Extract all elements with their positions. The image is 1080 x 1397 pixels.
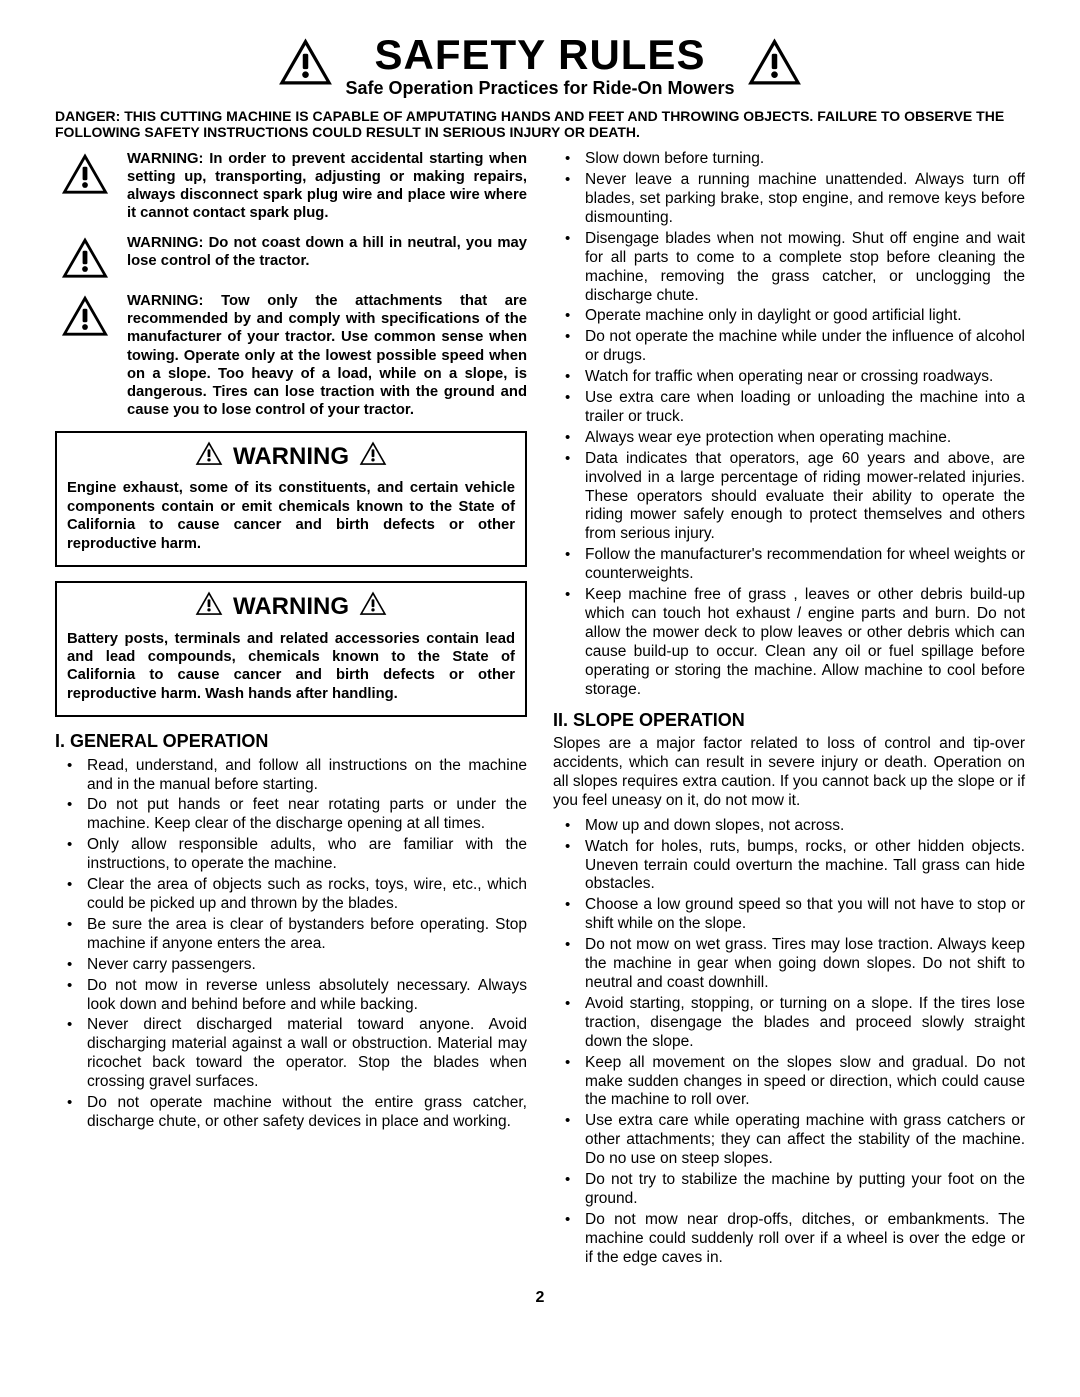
list-item: Watch for holes, ruts, bumps, rocks, or … <box>553 838 1025 895</box>
icon-warning-row: WARNING: Tow only the attachments that a… <box>55 292 527 418</box>
list-item: Be sure the area is clear of bystanders … <box>55 916 527 954</box>
warning-box-body: Engine exhaust, some of its constituents… <box>67 479 515 552</box>
icon-warning-text: WARNING: In order to prevent accidental … <box>127 150 527 222</box>
main-title: SAFETY RULES <box>345 30 734 80</box>
list-item: Operate machine only in daylight or good… <box>553 307 1025 326</box>
list-item: Choose a low ground speed so that you wi… <box>553 896 1025 934</box>
warning-box-header: WARNING <box>67 591 515 624</box>
section-heading-slope: II. SLOPE OPERATION <box>553 710 1025 732</box>
list-item: Use extra care when loading or unloading… <box>553 389 1025 427</box>
icon-warning-text: WARNING: Do not coast down a hill in neu… <box>127 234 527 270</box>
list-item: Mow up and down slopes, not across. <box>553 817 1025 836</box>
two-column-layout: WARNING: In order to prevent accidental … <box>55 150 1025 1269</box>
section-heading-general: I. GENERAL OPERATION <box>55 731 527 753</box>
icon-warning-row: WARNING: Do not coast down a hill in neu… <box>55 234 527 280</box>
warning-box: WARNING Engine exhaust, some of its cons… <box>55 431 527 567</box>
list-item: Keep machine free of grass , leaves or o… <box>553 586 1025 699</box>
list-item: Avoid starting, stopping, or turning on … <box>553 995 1025 1052</box>
list-item: Always wear eye protection when operatin… <box>553 429 1025 448</box>
list-item: Keep all movement on the slopes slow and… <box>553 1054 1025 1111</box>
icon-warning-text: WARNING: Tow only the attachments that a… <box>127 292 527 418</box>
warning-icon <box>359 591 387 624</box>
list-item: Do not operate machine without the entir… <box>55 1094 527 1132</box>
right-column: Slow down before turning. Never leave a r… <box>553 150 1025 1269</box>
list-item: Read, understand, and follow all instruc… <box>55 757 527 795</box>
subtitle: Safe Operation Practices for Ride-On Mow… <box>345 78 734 100</box>
list-item: Disengage blades when not mowing. Shut o… <box>553 230 1025 306</box>
warning-icon <box>55 292 115 338</box>
list-item: Watch for traffic when operating near or… <box>553 368 1025 387</box>
list-item: Do not put hands or feet near rotating p… <box>55 796 527 834</box>
general-operation-list-left: Read, understand, and follow all instruc… <box>55 757 527 1132</box>
warning-box-label: WARNING <box>233 593 349 622</box>
list-item: Follow the manufacturer's recommendation… <box>553 546 1025 584</box>
list-item: Never leave a running machine unattended… <box>553 171 1025 228</box>
list-item: Never direct discharged material toward … <box>55 1016 527 1092</box>
warning-icon <box>278 37 333 93</box>
icon-warning-row: WARNING: In order to prevent accidental … <box>55 150 527 222</box>
list-item: Clear the area of objects such as rocks,… <box>55 876 527 914</box>
slope-operation-list: Mow up and down slopes, not across. Watch… <box>553 817 1025 1268</box>
list-item: Use extra care while operating machine w… <box>553 1112 1025 1169</box>
list-item: Do not try to stabilize the machine by p… <box>553 1171 1025 1209</box>
list-item: Do not mow near drop-offs, ditches, or e… <box>553 1211 1025 1268</box>
warning-icon <box>195 591 223 624</box>
warning-box-body: Battery posts, terminals and related acc… <box>67 630 515 703</box>
left-column: WARNING: In order to prevent accidental … <box>55 150 527 1269</box>
list-item: Only allow responsible adults, who are f… <box>55 836 527 874</box>
list-item: Never carry passengers. <box>55 956 527 975</box>
list-item: Do not mow on wet grass. Tires may lose … <box>553 936 1025 993</box>
warning-icon <box>195 441 223 474</box>
warning-icon <box>359 441 387 474</box>
list-item: Do not mow in reverse unless absolutely … <box>55 977 527 1015</box>
page-number: 2 <box>55 1288 1025 1307</box>
list-item: Do not operate the machine while under t… <box>553 328 1025 366</box>
list-item: Slow down before turning. <box>553 150 1025 169</box>
warning-box: WARNING Battery posts, terminals and rel… <box>55 581 527 717</box>
warning-icon <box>55 150 115 196</box>
slope-intro: Slopes are a major factor related to los… <box>553 735 1025 811</box>
title-block: SAFETY RULES Safe Operation Practices fo… <box>345 30 734 100</box>
warning-box-label: WARNING <box>233 443 349 472</box>
warning-box-header: WARNING <box>67 441 515 474</box>
page-header: SAFETY RULES Safe Operation Practices fo… <box>55 30 1025 100</box>
list-item: Data indicates that operators, age 60 ye… <box>553 450 1025 545</box>
general-operation-list-right: Slow down before turning. Never leave a r… <box>553 150 1025 699</box>
danger-paragraph: DANGER: THIS CUTTING MACHINE IS CAPABLE … <box>55 108 1025 140</box>
warning-icon <box>55 234 115 280</box>
warning-icon <box>747 37 802 93</box>
